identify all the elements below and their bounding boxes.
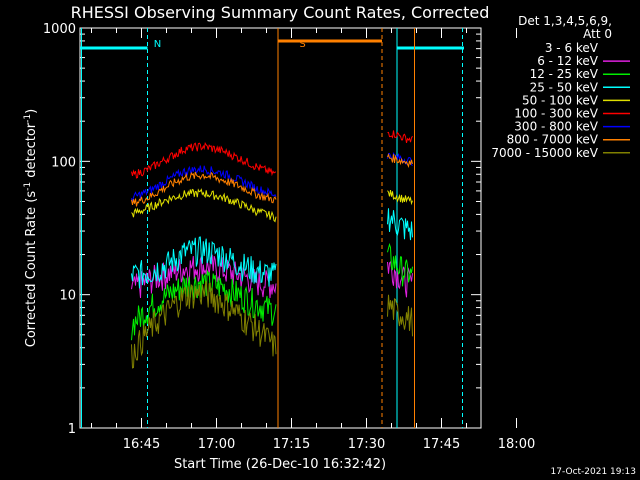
y-tick-label: 10 bbox=[59, 289, 76, 304]
flag-annotation-s: S bbox=[299, 39, 305, 50]
series-5-segment-1 bbox=[131, 141, 277, 179]
legend-label: 50 - 100 keV bbox=[522, 93, 599, 107]
legend-label: 800 - 7000 keV bbox=[507, 133, 599, 147]
x-tick-label: 16:45 bbox=[123, 437, 160, 452]
y-tick-label: 100 bbox=[51, 155, 76, 170]
series-1-segment-2 bbox=[387, 260, 413, 298]
x-tick-label: 18:00 bbox=[498, 437, 535, 452]
series-3-segment-2 bbox=[387, 208, 413, 241]
series-8-segment-1 bbox=[131, 280, 277, 369]
plot-area: 1 10 100 1000 16:45 17:00 17:15 17:30 17:45 18:00… bbox=[43, 22, 535, 452]
series-6-segment-2 bbox=[387, 152, 413, 167]
x-tick-label: 17:15 bbox=[273, 437, 310, 452]
series-7-segment-1 bbox=[131, 171, 277, 207]
x-tick-label: 17:00 bbox=[198, 437, 235, 452]
series-0-segment-1 bbox=[131, 301, 277, 393]
series-7-segment-2 bbox=[387, 153, 413, 169]
y-axis-label: Corrected Count Rate (s-1 detector-1) bbox=[23, 109, 39, 347]
x-tick-label: 17:45 bbox=[423, 437, 460, 452]
series-3-segment-1 bbox=[131, 236, 277, 289]
legend-label: 100 - 300 keV bbox=[514, 107, 598, 121]
legend-label: 12 - 25 keV bbox=[530, 67, 599, 81]
series-2-segment-2 bbox=[387, 242, 413, 287]
legend-header-detectors: Det 1,3,4,5,6,9, bbox=[518, 14, 612, 28]
legend-label: 300 - 800 keV bbox=[514, 120, 598, 134]
series-4-segment-2 bbox=[387, 190, 413, 206]
y-tick-label: 1000 bbox=[43, 22, 76, 37]
legend-label: 6 - 12 keV bbox=[537, 54, 599, 68]
series-6-segment-1 bbox=[131, 165, 277, 203]
series-5-segment-2 bbox=[387, 130, 413, 144]
legend-label: 3 - 6 keV bbox=[545, 41, 599, 55]
legend-label: 7000 - 15000 keV bbox=[491, 146, 598, 160]
x-axis-label: Start Time (26-Dec-10 16:32:42) bbox=[174, 457, 386, 472]
chart-title: RHESSI Observing Summary Count Rates, Co… bbox=[71, 3, 490, 22]
series-4-segment-1 bbox=[131, 188, 277, 223]
flag-annotation-n: N bbox=[154, 39, 161, 50]
series-2-segment-1 bbox=[131, 270, 277, 341]
timestamp-footer: 17-Oct-2021 19:13 bbox=[551, 467, 636, 477]
x-tick-label: 17:30 bbox=[348, 437, 385, 452]
series-8-segment-2 bbox=[387, 294, 413, 337]
legend-header-attenuator: Att 0 bbox=[583, 27, 612, 41]
legend-label: 25 - 50 keV bbox=[530, 80, 599, 94]
plot-frame bbox=[79, 27, 482, 429]
y-tick-label: 1 bbox=[68, 422, 76, 437]
